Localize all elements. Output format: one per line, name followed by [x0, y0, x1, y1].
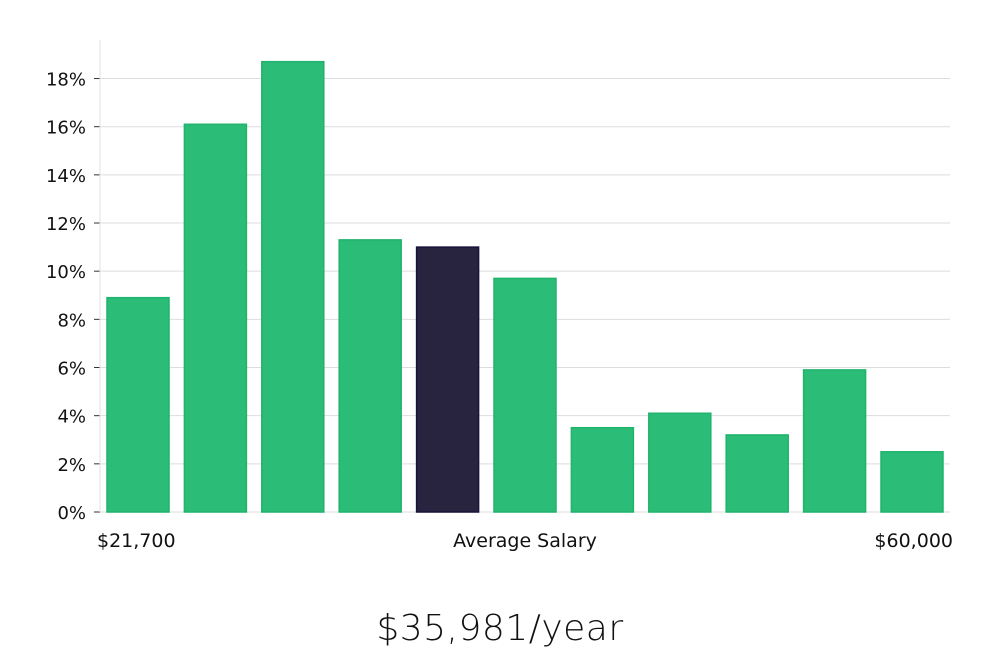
bar: [648, 412, 712, 513]
y-tick-label: 10%: [46, 262, 86, 283]
bar: [880, 451, 944, 513]
bars: [106, 60, 944, 513]
y-tick-label: 12%: [46, 214, 86, 235]
bar: [338, 239, 402, 513]
y-tick-label: 0%: [57, 503, 86, 524]
bar: [725, 434, 789, 513]
y-axis-ticks: 0% 2% 4% 6% 8% 10% 12% 14% 16% 18%: [46, 70, 100, 524]
x-max-label: $60,000: [874, 530, 953, 552]
salary-histogram: 0% 2% 4% 6% 8% 10% 12% 14% 16% 18% $21,700 Averag…: [46, 40, 953, 552]
y-tick-label: 6%: [57, 359, 86, 380]
y-tick-label: 8%: [57, 310, 86, 331]
y-tick-label: 18%: [46, 70, 86, 91]
y-tick-label: 4%: [57, 407, 86, 428]
x-axis-title: Average Salary: [453, 530, 597, 552]
bar: [802, 369, 867, 513]
bar-average-highlight: [415, 246, 480, 513]
bar: [261, 60, 325, 513]
x-min-label: $21,700: [97, 530, 176, 552]
bar: [570, 426, 635, 513]
y-tick-label: 16%: [46, 118, 86, 139]
bar: [493, 277, 557, 513]
bar: [106, 296, 170, 513]
y-tick-label: 2%: [57, 455, 86, 476]
average-salary-value: $35,981/year: [376, 608, 624, 649]
y-tick-label: 14%: [46, 166, 86, 187]
bar: [183, 123, 248, 513]
